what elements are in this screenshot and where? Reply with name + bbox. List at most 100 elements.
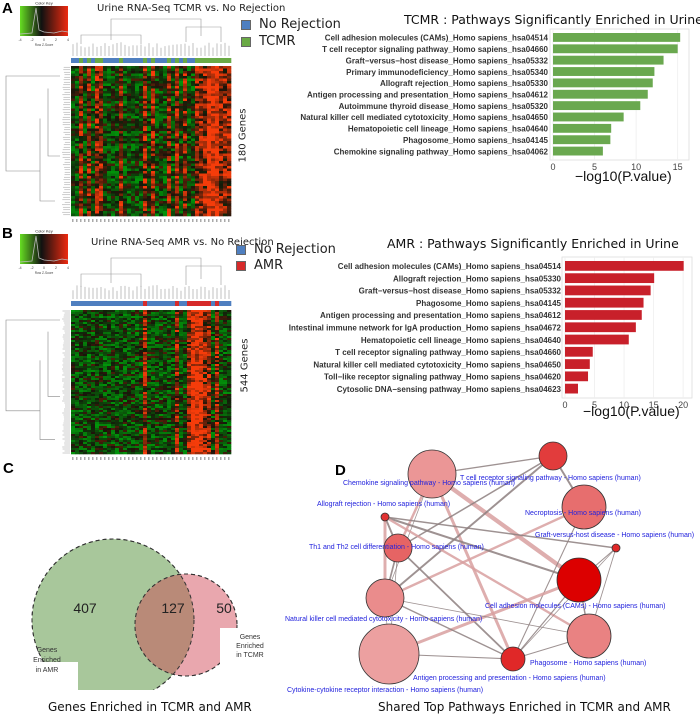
network-edge [397,547,514,660]
network-edge [388,578,580,656]
category-label: Cytosolic DNA−sensing pathway_Homo sapie… [337,385,562,394]
column-labels [72,219,230,222]
panel-b-legend-no-rejection: No Rejection [236,242,336,257]
tcmr-chart-title: TCMR : Pathways Significantly Enriched i… [404,12,700,27]
panel-c-caption: Genes Enriched in TCMR and AMR [48,700,252,714]
color-key-histogram [19,235,69,263]
network-edge [430,473,515,660]
color-key-tick: 2 [55,38,57,42]
network-node-label: Allograft rejection - Homo sapiens (huma… [317,501,450,508]
category-label: Antigen processing and presentation_Homo… [320,311,562,320]
bar [565,261,684,271]
category-label: Toll−like receptor signaling pathway_Hom… [324,373,562,382]
network-edge [384,597,590,637]
bar [553,55,664,65]
x-tick-label: 0 [562,400,567,410]
sample-group-cell [71,301,76,306]
row-dendrogram [5,66,70,216]
panel-c-letter: C [3,460,14,477]
network-node-label: T cell receptor signaling pathway - Homo… [460,475,641,482]
color-key-gradient [20,6,68,36]
color-key-tick: -2 [30,266,33,270]
network-node [538,441,568,471]
sample-group-cell [139,301,144,306]
sample-group-cell [75,301,80,306]
category-label: Phagosome_Homo sapiens_hsa04145 [403,136,549,145]
sample-group-cell [95,301,100,306]
sample-group-cell [215,301,220,306]
sample-group-cell [115,58,120,63]
x-tick-label: 20 [678,400,688,410]
sample-group-cell [87,301,92,306]
x-tick-label: 5 [592,162,597,172]
venn-count-tcmr-only: 50 [216,600,232,616]
panel-a-legend-no-rejection: No Rejection [241,17,341,32]
network-node-label: Graft-versus-host disease - Homo sapiens… [535,532,694,539]
tcmr-chart-xlabel: −log10(P.value) [575,168,672,184]
sample-group-cell [127,58,132,63]
network-node [358,623,420,685]
sample-group-cell [79,301,84,306]
network-node [611,543,621,553]
sample-group-cell [191,58,196,63]
legend-label: No Rejection [254,242,336,257]
network-node-label: Th1 and Th2 cell differentiation - Homo … [309,544,484,551]
sample-group-cell [123,58,128,63]
sample-group-cell [211,58,216,63]
bar [553,44,678,54]
category-label: Chemokine signaling pathway_Homo sapiens… [334,147,549,156]
sample-group-cell [147,58,152,63]
bar [565,346,593,357]
sample-group-cell [179,301,184,306]
column-labels [72,457,230,460]
network-node [500,646,526,672]
venn-count-overlap: 127 [161,600,185,616]
network-node-label: Natural killer cell mediated cytotoxicit… [285,616,482,623]
sample-group-cell [175,301,180,306]
sample-group-cell [155,58,160,63]
pathway-network: T cell receptor signaling pathway - Homo… [285,441,694,694]
sample-group-cell [227,58,232,63]
network-node-label: Phagosome - Homo sapiens (human) [530,660,646,667]
venn-count-amr-only: 407 [73,600,97,616]
heatmap-cells [71,66,232,217]
network-edge [384,455,554,599]
x-tick-label: 15 [649,400,659,410]
color-key-histogram [19,7,69,35]
sample-group-cell [135,301,140,306]
network-node [566,613,612,659]
color-key-tick: 4 [67,266,69,270]
venn-label-box-tcmr [220,628,280,673]
bar [553,67,655,76]
sample-group-cell [83,58,88,63]
color-key-tick: 0 [43,38,45,42]
sample-group-cell [163,301,168,306]
sample-group-cell [139,58,144,63]
sample-group-cell [111,58,116,63]
sample-group-cell [107,58,112,63]
sample-group-cell [223,58,228,63]
network-edge [512,506,585,660]
venn-overlap [135,574,194,676]
network-node [561,484,607,530]
x-tick-label: 0 [550,162,555,172]
sample-group-cell [119,58,124,63]
network-edge [397,455,554,549]
network-edge [512,547,617,660]
sample-group-cell [163,58,168,63]
bar [565,334,629,345]
venn-outline-tcmr [134,573,238,677]
sample-group-cell [87,58,92,63]
sample-group-cell [187,301,192,306]
sample-group-cell [75,58,80,63]
color-key-gradient [20,234,68,264]
sample-group-cell [195,58,200,63]
network-node-label: Chemokine signaling pathway - Homo sapie… [343,480,515,487]
sample-group-cell [203,58,208,63]
venn-diagram: 407 127 50 Genes Enriched in AMR Genes E… [28,538,280,690]
color-key-xlabel: Row Z-Score [35,271,54,275]
panel-a-heatmap [5,18,232,222]
x-tick-label: 15 [673,162,683,172]
sample-group-cell [211,301,216,306]
category-label: Natural killer cell mediated cytotoxicit… [313,360,561,369]
